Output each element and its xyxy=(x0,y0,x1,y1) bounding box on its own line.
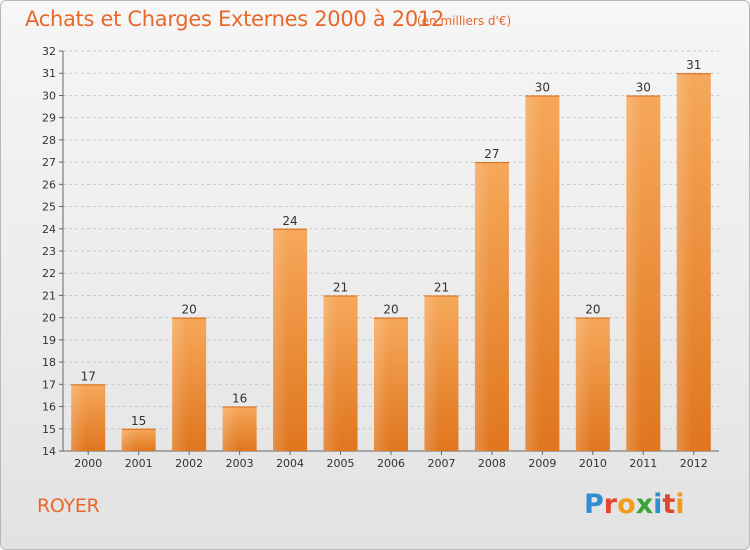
x-tick-label: 2005 xyxy=(327,457,355,470)
x-tick-label: 2012 xyxy=(680,457,708,470)
y-tick-label: 29 xyxy=(42,112,56,125)
chart-title: Achats et Charges Externes 2000 à 2012 xyxy=(25,7,445,31)
value-label: 21 xyxy=(434,280,449,294)
value-label: 30 xyxy=(535,80,550,94)
value-label: 20 xyxy=(383,303,398,317)
chart-subtitle: (en milliers d'€) xyxy=(417,14,512,28)
y-tick-label: 26 xyxy=(42,178,56,191)
town-name: ROYER xyxy=(37,495,100,517)
y-tick-label: 28 xyxy=(42,134,56,147)
logo-letter: i xyxy=(653,489,663,520)
x-tick-label: 2004 xyxy=(276,457,304,470)
logo-letter: t xyxy=(662,489,676,520)
value-label: 24 xyxy=(282,214,297,228)
bar-highlight xyxy=(525,95,541,451)
value-label: 17 xyxy=(81,369,96,383)
bar-highlight xyxy=(121,428,137,451)
y-tick-label: 20 xyxy=(42,312,56,325)
x-tick-label: 2008 xyxy=(478,457,506,470)
value-label: 16 xyxy=(232,392,247,406)
x-tick-label: 2000 xyxy=(74,457,102,470)
x-tick-label: 2010 xyxy=(579,457,607,470)
y-tick-label: 16 xyxy=(42,401,56,414)
bar-highlight xyxy=(676,73,693,451)
value-label: 27 xyxy=(484,147,499,161)
x-tick-label: 2009 xyxy=(528,457,556,470)
logo-letter: P xyxy=(584,489,604,520)
logo-letter: o xyxy=(617,489,636,520)
bar-highlight xyxy=(626,95,642,451)
value-label: 30 xyxy=(636,80,651,94)
y-tick-label: 19 xyxy=(42,334,56,347)
y-tick-label: 31 xyxy=(42,67,56,80)
x-tick-label: 2002 xyxy=(175,457,203,470)
bar-highlight xyxy=(424,295,440,451)
x-tick-label: 2011 xyxy=(629,457,657,470)
value-label: 31 xyxy=(686,58,701,72)
bar-highlight xyxy=(374,317,390,451)
bars xyxy=(71,73,711,451)
y-tick-label: 32 xyxy=(42,45,56,58)
x-tick-label: 2007 xyxy=(427,457,455,470)
y-tick-label: 18 xyxy=(42,356,56,369)
bar-highlight xyxy=(222,406,238,451)
y-tick-label: 22 xyxy=(42,267,56,280)
value-label: 20 xyxy=(182,303,197,317)
y-tick-label: 23 xyxy=(42,245,56,258)
x-tick-label: 2006 xyxy=(377,457,405,470)
y-tick-label: 30 xyxy=(42,89,56,102)
bar-highlight xyxy=(575,317,592,451)
logo-letter: x xyxy=(635,489,654,520)
bar-highlight xyxy=(273,228,289,451)
proxiti-logo: Proxiti xyxy=(584,489,685,520)
y-tick-label: 17 xyxy=(42,378,56,391)
bar-highlight xyxy=(474,162,491,451)
labels: 14 15 16 17 18 19 20 21 22 23 24 25 26 27 28 29 30 31 32 17… xyxy=(42,45,708,470)
bar-highlight xyxy=(323,295,339,451)
y-tick-label: 15 xyxy=(42,423,56,436)
y-tick-label: 21 xyxy=(42,289,56,302)
value-label: 20 xyxy=(585,303,600,317)
y-tick-label: 27 xyxy=(42,156,56,169)
x-tick-label: 2003 xyxy=(226,457,254,470)
bar-highlight xyxy=(172,317,188,451)
bar-highlight xyxy=(71,384,87,451)
x-tick-label: 2001 xyxy=(125,457,153,470)
value-label: 21 xyxy=(333,280,348,294)
y-tick-label: 25 xyxy=(42,201,56,214)
y-tick-label: 24 xyxy=(42,223,56,236)
logo-letter: r xyxy=(603,489,618,520)
y-tick-label: 14 xyxy=(42,445,56,458)
logo-letter: i xyxy=(675,489,685,520)
value-label: 15 xyxy=(131,414,146,428)
